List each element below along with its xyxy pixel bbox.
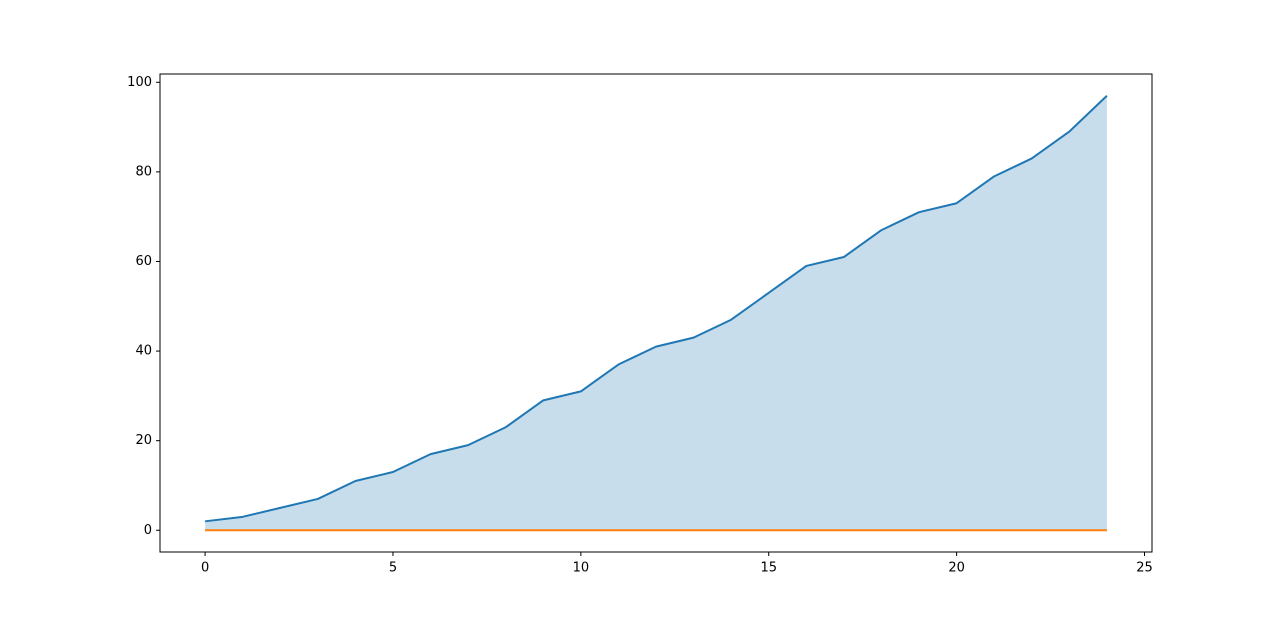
y-tick-label: 80 [135,164,152,179]
x-tick-label: 20 [948,561,965,576]
y-tick-label: 0 [144,523,152,538]
y-tick-label: 40 [135,344,152,359]
x-tick-label: 10 [573,561,590,576]
y-tick-label: 20 [135,433,152,448]
x-tick-label: 0 [201,561,209,576]
x-tick-label: 15 [760,561,777,576]
y-tick-label: 100 [127,75,152,90]
line [204,95,1108,523]
area [205,95,1107,531]
y-tick-label: 60 [135,254,152,269]
x-tick-label: 25 [1136,561,1153,576]
plot-frame [159,73,1153,553]
x-tick-label: 5 [389,561,397,576]
